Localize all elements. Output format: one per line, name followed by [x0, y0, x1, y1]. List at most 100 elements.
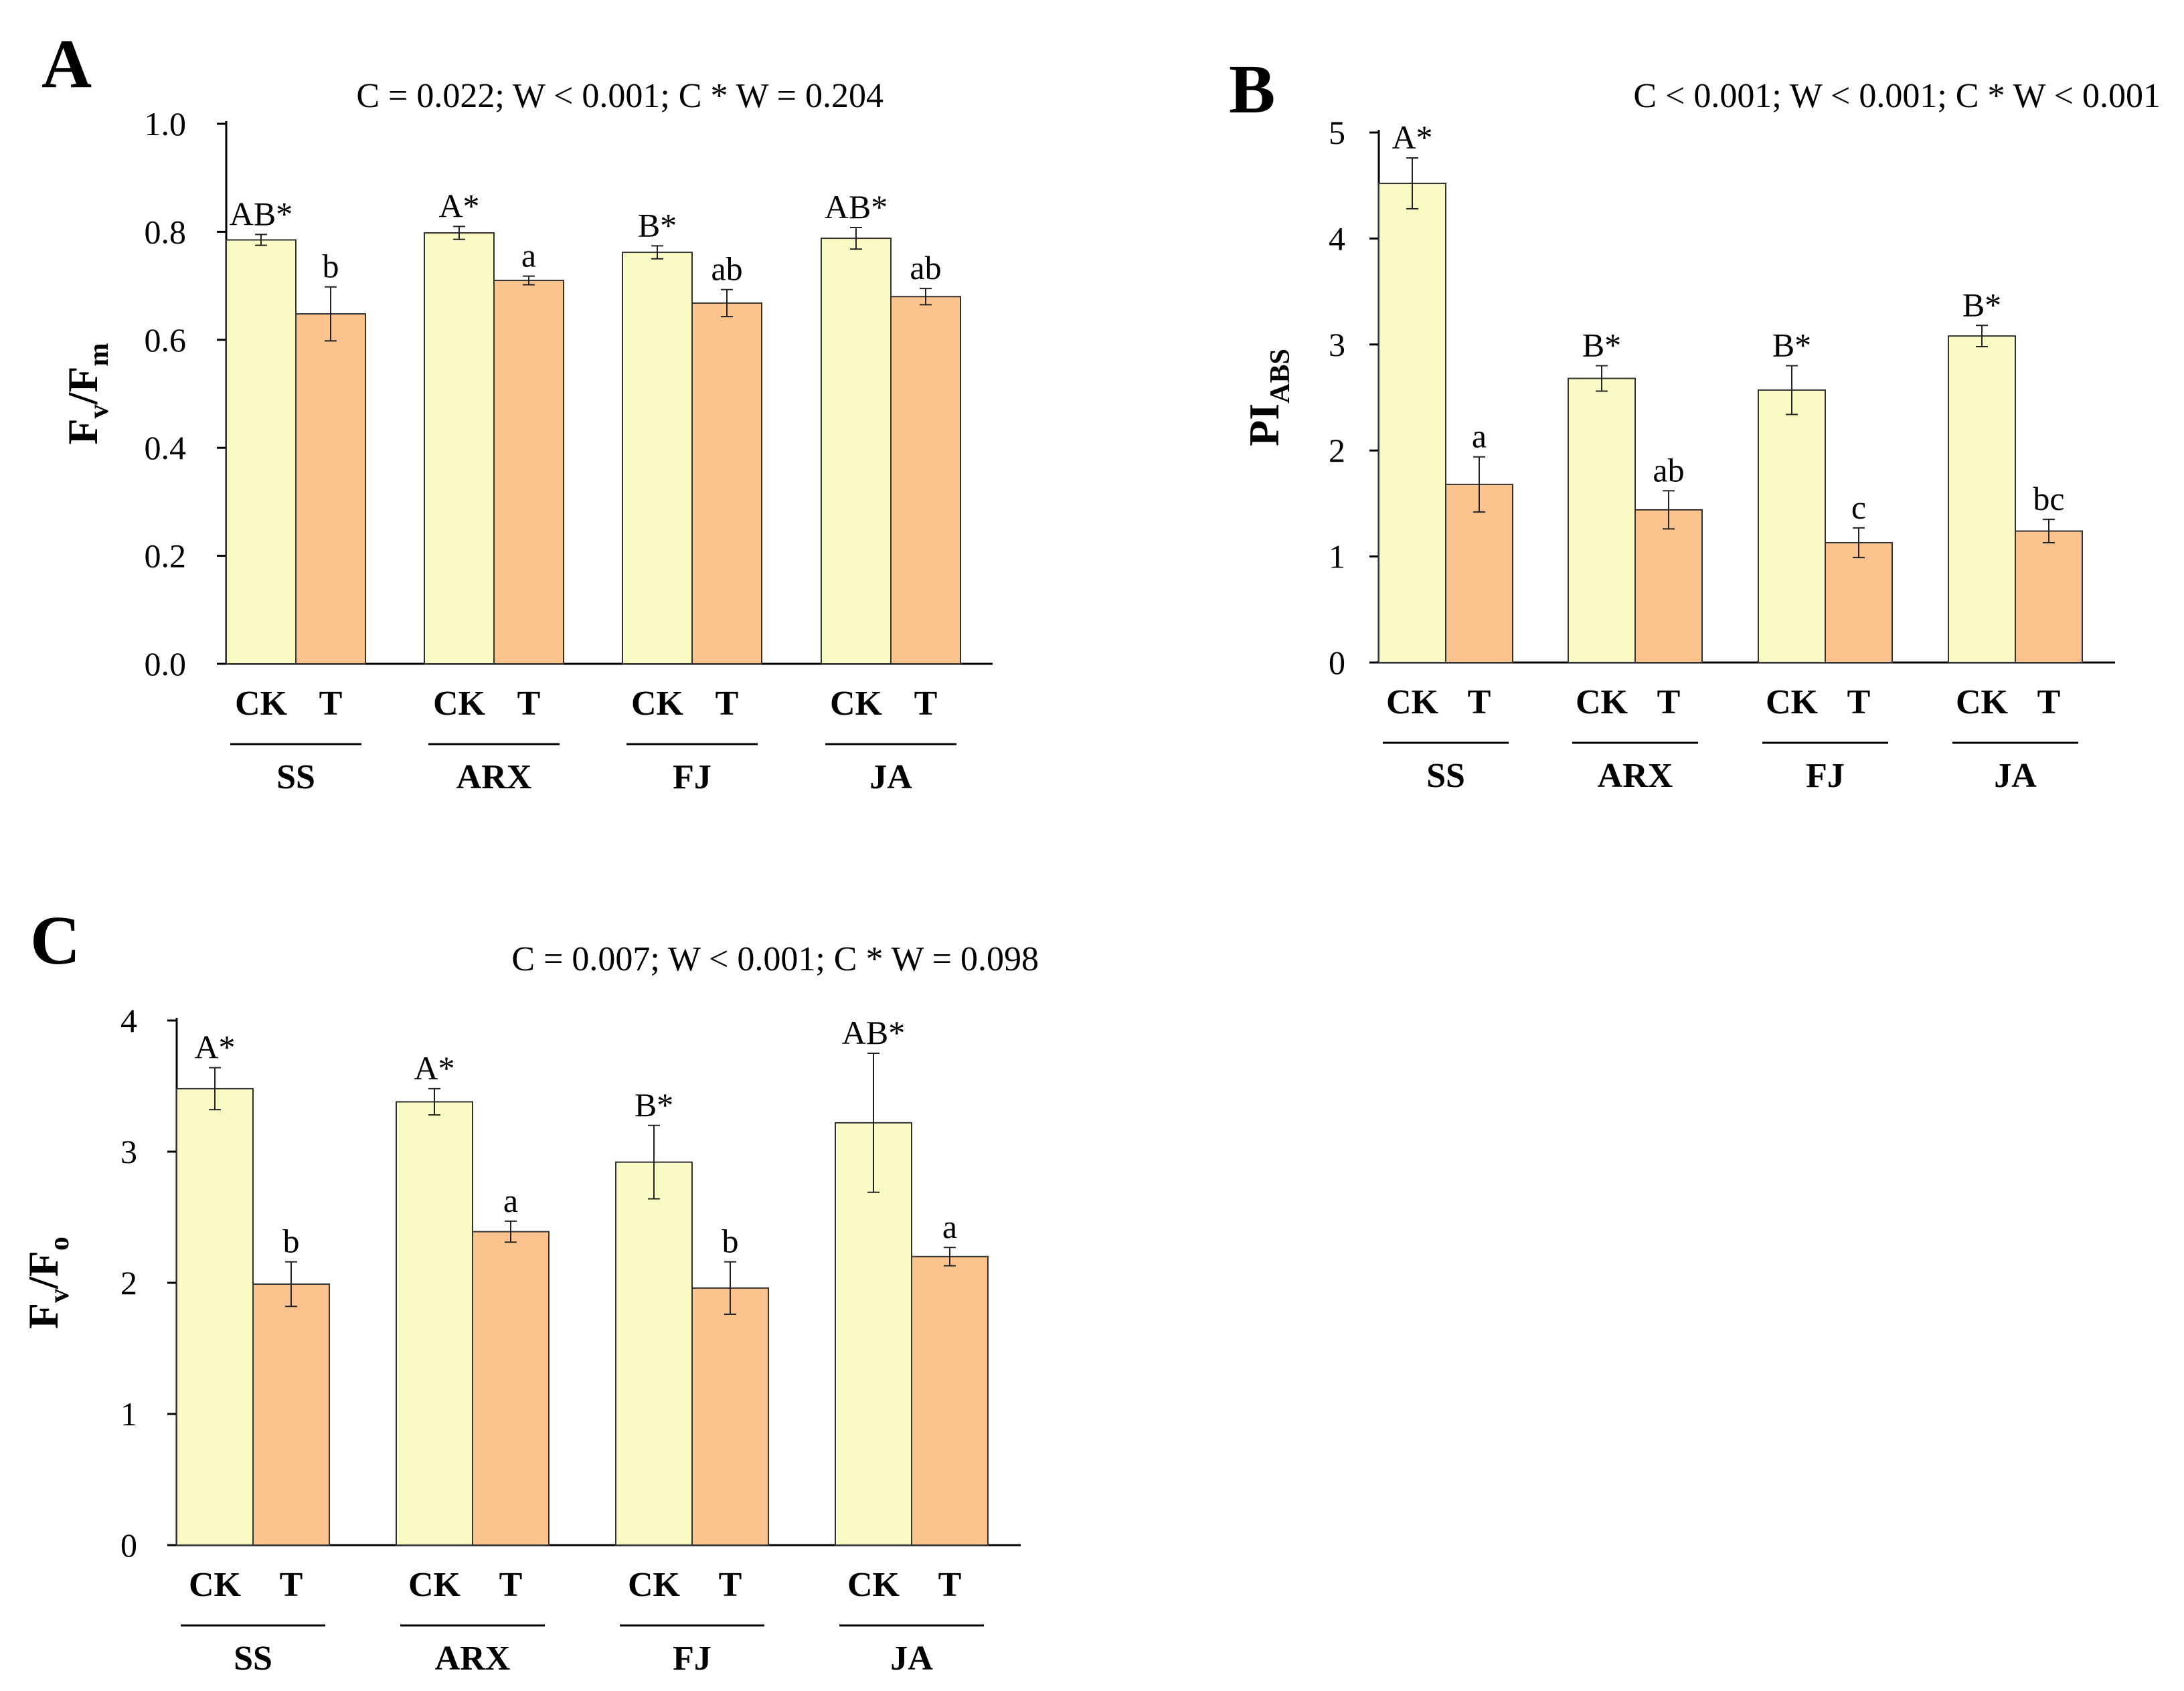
bar-t-fj — [1825, 542, 1893, 663]
y-axis-title: PIABS — [1240, 349, 1296, 446]
series-label-ck: CK — [631, 685, 684, 723]
bar-ck-ss — [226, 239, 297, 664]
stats-text: C < 0.001; W < 0.001; C * W < 0.001 — [1633, 77, 2161, 115]
significance-letter: A* — [414, 1049, 454, 1087]
y-tick-label: 1 — [120, 1395, 137, 1433]
panel-label: A — [41, 25, 92, 102]
significance-letter: ab — [910, 249, 941, 286]
bar-ck-ja — [821, 238, 892, 665]
bar-t-ss — [252, 1283, 330, 1546]
bar-t-fj — [691, 1287, 769, 1546]
bar-ck-ja — [1948, 335, 2016, 663]
significance-letter: AB* — [825, 188, 888, 226]
bar-t-ja — [890, 296, 961, 664]
panel-A: A C = 0.022; W < 0.001; C * W = 0.204 0.0 0… — [41, 25, 993, 796]
significance-letter: A* — [194, 1029, 235, 1066]
category-label-ja: JA — [890, 1639, 933, 1678]
panel-label: C — [30, 902, 80, 979]
series-label-t: T — [716, 685, 739, 723]
category-label-fj: FJ — [673, 1639, 711, 1678]
y-tick-label: 3 — [120, 1133, 137, 1170]
series-label-ck: CK — [847, 1566, 900, 1604]
series-label-ck: CK — [1956, 683, 2009, 721]
bar-t-ja — [2015, 530, 2083, 663]
bar-t-ss — [1445, 483, 1513, 663]
significance-letter: a — [503, 1182, 518, 1219]
y-tick-label: 0 — [1329, 644, 1345, 681]
significance-letter: B* — [1962, 286, 2001, 323]
significance-letter: B* — [638, 206, 677, 244]
y-tick-label: 0.0 — [145, 645, 187, 683]
bar-t-fj — [691, 302, 762, 664]
bar-t-ss — [295, 313, 366, 664]
category-label-ss: SS — [234, 1639, 272, 1678]
series-label-t: T — [517, 685, 541, 723]
y-tick-label: 0.6 — [145, 321, 187, 359]
series-label-ck: CK — [189, 1566, 242, 1604]
significance-letter: B* — [1772, 326, 1811, 363]
category-label-arx: ARX — [435, 1639, 511, 1678]
significance-letter: A* — [1392, 118, 1432, 156]
panel-label: B — [1229, 51, 1275, 128]
series-label-t: T — [280, 1566, 303, 1604]
bar-ck-arx — [424, 232, 495, 665]
significance-letter: b — [283, 1223, 300, 1260]
significance-letter: A* — [438, 187, 479, 224]
y-tick-label: 3 — [1329, 326, 1345, 363]
category-label-ss: SS — [1426, 757, 1465, 795]
series-label-ck: CK — [830, 685, 883, 723]
significance-letter: ab — [711, 250, 742, 288]
significance-letter: AB* — [842, 1014, 905, 1051]
stats-text: C = 0.007; W < 0.001; C * W = 0.098 — [511, 940, 1039, 978]
bar-ck-fj — [622, 252, 693, 665]
series-label-ck: CK — [1766, 683, 1819, 721]
series-label-t: T — [319, 685, 343, 723]
series-label-t: T — [1847, 683, 1871, 721]
series-label-t: T — [938, 1566, 962, 1604]
y-tick-label: 0.8 — [145, 213, 187, 250]
panel-C: C C = 0.007; W < 0.001; C * W = 0.098 0 1 2 3… — [19, 902, 1039, 1678]
significance-letter: b — [722, 1223, 739, 1260]
y-tick-label: 1 — [1329, 538, 1345, 575]
bar-t-arx — [493, 280, 564, 664]
significance-letter: a — [942, 1208, 957, 1245]
significance-letter: B* — [635, 1086, 673, 1124]
significance-letter: AB* — [230, 195, 292, 232]
significance-letter: bc — [2033, 480, 2064, 517]
series-label-ck: CK — [235, 685, 288, 723]
y-tick-label: 0.4 — [145, 429, 187, 466]
bar-ck-ja — [835, 1122, 912, 1546]
significance-letter: a — [521, 237, 536, 274]
panel-B: B C < 0.001; W < 0.001; C * W < 0.001 0 1 2 3… — [1229, 51, 2161, 795]
y-tick-label: 0 — [120, 1526, 137, 1564]
significance-letter: b — [323, 248, 339, 285]
y-axis-title: Fv/Fm — [59, 343, 114, 445]
bar-t-arx — [472, 1231, 550, 1546]
y-axis-title: Fv/Fo — [19, 1237, 75, 1329]
series-label-t: T — [914, 685, 938, 723]
y-tick-label: 2 — [1329, 432, 1345, 469]
category-label-ja: JA — [1994, 757, 2037, 795]
bar-ck-arx — [1568, 377, 1636, 663]
series-label-t: T — [719, 1566, 742, 1604]
category-label-arx: ARX — [456, 758, 532, 796]
bar-ck-fj — [1758, 389, 1826, 663]
bar-ck-ss — [176, 1087, 254, 1546]
bar-ck-arx — [396, 1101, 473, 1546]
series-label-t: T — [1657, 683, 1681, 721]
y-tick-label: 4 — [120, 1002, 137, 1039]
significance-letter: c — [1851, 488, 1866, 526]
bar-t-arx — [1634, 509, 1703, 663]
series-label-ck: CK — [433, 685, 486, 723]
significance-letter: B* — [1582, 326, 1621, 363]
series-label-t: T — [2037, 683, 2061, 721]
significance-letter: a — [1472, 418, 1487, 455]
category-label-ja: JA — [869, 758, 912, 796]
y-tick-label: 0.2 — [145, 537, 187, 575]
series-label-ck: CK — [1576, 683, 1628, 721]
series-label-ck: CK — [1386, 683, 1439, 721]
bar-ck-fj — [615, 1161, 693, 1546]
series-label-ck: CK — [408, 1566, 461, 1604]
y-tick-label: 5 — [1329, 114, 1345, 151]
